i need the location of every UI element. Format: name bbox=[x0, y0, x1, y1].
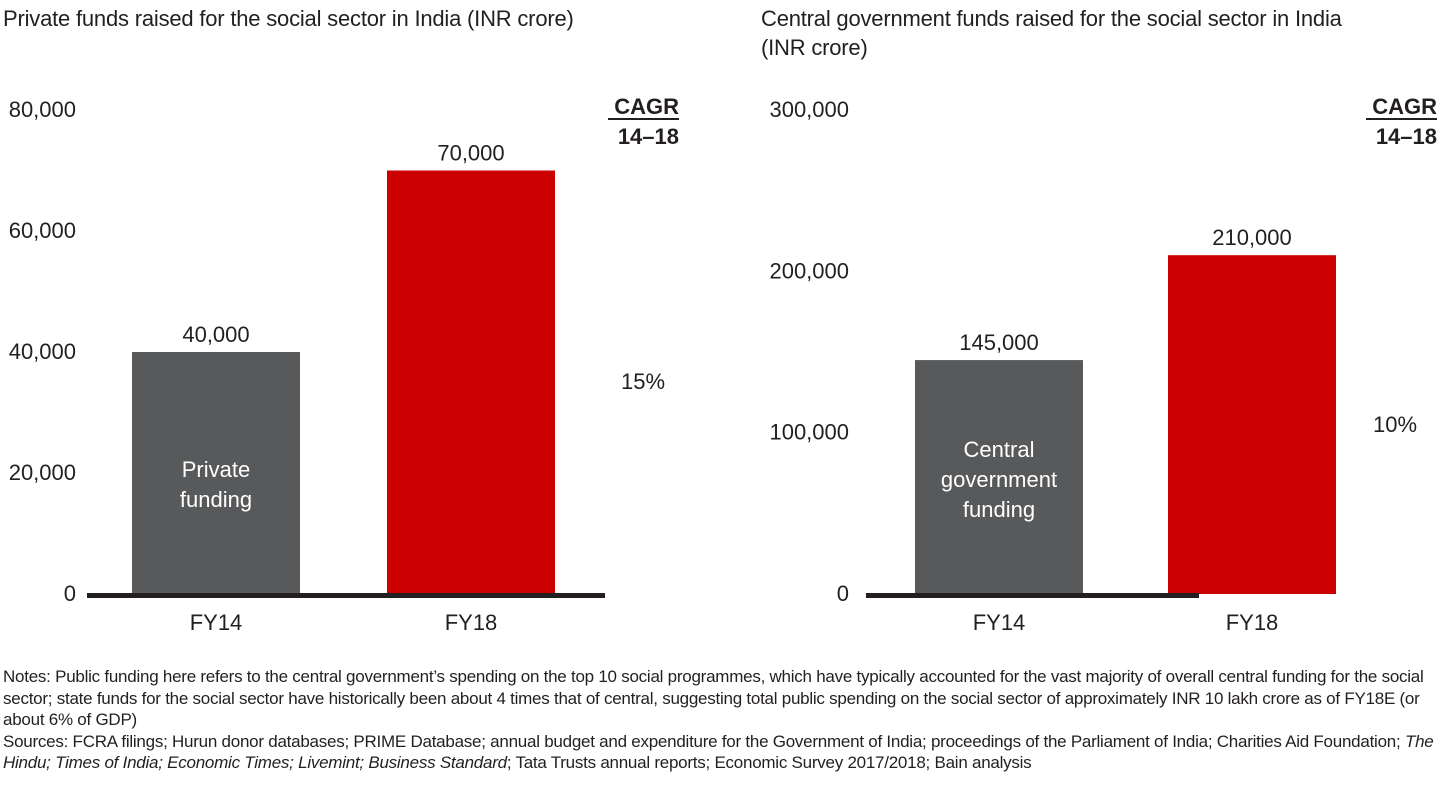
y-tick-label: 0 bbox=[64, 581, 76, 606]
in-bar-label: funding bbox=[963, 497, 1035, 522]
cagr-period: 14–18 bbox=[618, 124, 679, 149]
cagr-header-underline bbox=[1366, 118, 1437, 120]
y-tick-label: 100,000 bbox=[769, 420, 849, 445]
bar-fy18 bbox=[387, 170, 555, 594]
x-tick-label: FY18 bbox=[445, 610, 498, 635]
chart-title-line: Central government funds raised for the … bbox=[761, 6, 1342, 31]
x-axis-baseline bbox=[866, 593, 1199, 598]
bar-fy14 bbox=[915, 360, 1083, 594]
cagr-header: CAGR bbox=[614, 94, 679, 119]
x-tick-label: FY14 bbox=[973, 610, 1026, 635]
notes-text: Notes: Public funding here refers to the… bbox=[3, 667, 1424, 729]
y-tick-label: 0 bbox=[837, 581, 849, 606]
in-bar-label: Central bbox=[964, 437, 1035, 462]
y-tick-label: 60,000 bbox=[9, 218, 76, 243]
sources-prefix: Sources: FCRA filings; Hurun donor datab… bbox=[3, 731, 1405, 751]
x-tick-label: FY14 bbox=[190, 610, 243, 635]
cagr-value: 15% bbox=[621, 369, 665, 394]
cagr-value: 10% bbox=[1373, 412, 1417, 437]
charts-canvas: 0 20,000 40,000 60,000 80,000 40,000 FY14 70,00… bbox=[9, 94, 1437, 635]
chart-title-private-funds: Private funds raised for the social sect… bbox=[3, 6, 574, 31]
y-tick-label: 80,000 bbox=[9, 97, 76, 122]
cagr-period: 14–18 bbox=[1376, 124, 1437, 149]
sources-suffix: ; Tata Trusts annual reports; Economic S… bbox=[506, 753, 1032, 772]
bar-fy14 bbox=[132, 352, 300, 594]
x-tick-label: FY18 bbox=[1226, 610, 1279, 635]
x-axis-baseline bbox=[87, 593, 605, 598]
footer-notes: Notes: Public funding here refers to the… bbox=[3, 666, 1437, 774]
data-label: 210,000 bbox=[1212, 225, 1292, 250]
y-tick-label: 20,000 bbox=[9, 460, 76, 485]
y-tick-label: 200,000 bbox=[769, 258, 849, 283]
y-tick-label: 40,000 bbox=[9, 339, 76, 364]
bar-fy18 bbox=[1168, 255, 1336, 594]
chart-title-central-government-funds: Central government funds raised for the … bbox=[761, 4, 1440, 62]
sources-text: Sources: FCRA filings; Hurun donor datab… bbox=[3, 731, 1437, 774]
data-label: 40,000 bbox=[182, 322, 249, 347]
data-label: 145,000 bbox=[959, 330, 1039, 355]
cagr-header: CAGR bbox=[1372, 94, 1437, 119]
data-label: 70,000 bbox=[437, 141, 504, 166]
in-bar-label: government bbox=[941, 467, 1057, 492]
y-tick-label: 300,000 bbox=[769, 97, 849, 122]
chart-title-line: (INR crore) bbox=[761, 35, 868, 60]
in-bar-label: Private bbox=[182, 457, 250, 482]
in-bar-label: funding bbox=[180, 487, 252, 512]
cagr-header-underline bbox=[608, 118, 679, 120]
sources-italic-publications: The Hindu; Times of India; Economic Time… bbox=[3, 731, 1434, 773]
